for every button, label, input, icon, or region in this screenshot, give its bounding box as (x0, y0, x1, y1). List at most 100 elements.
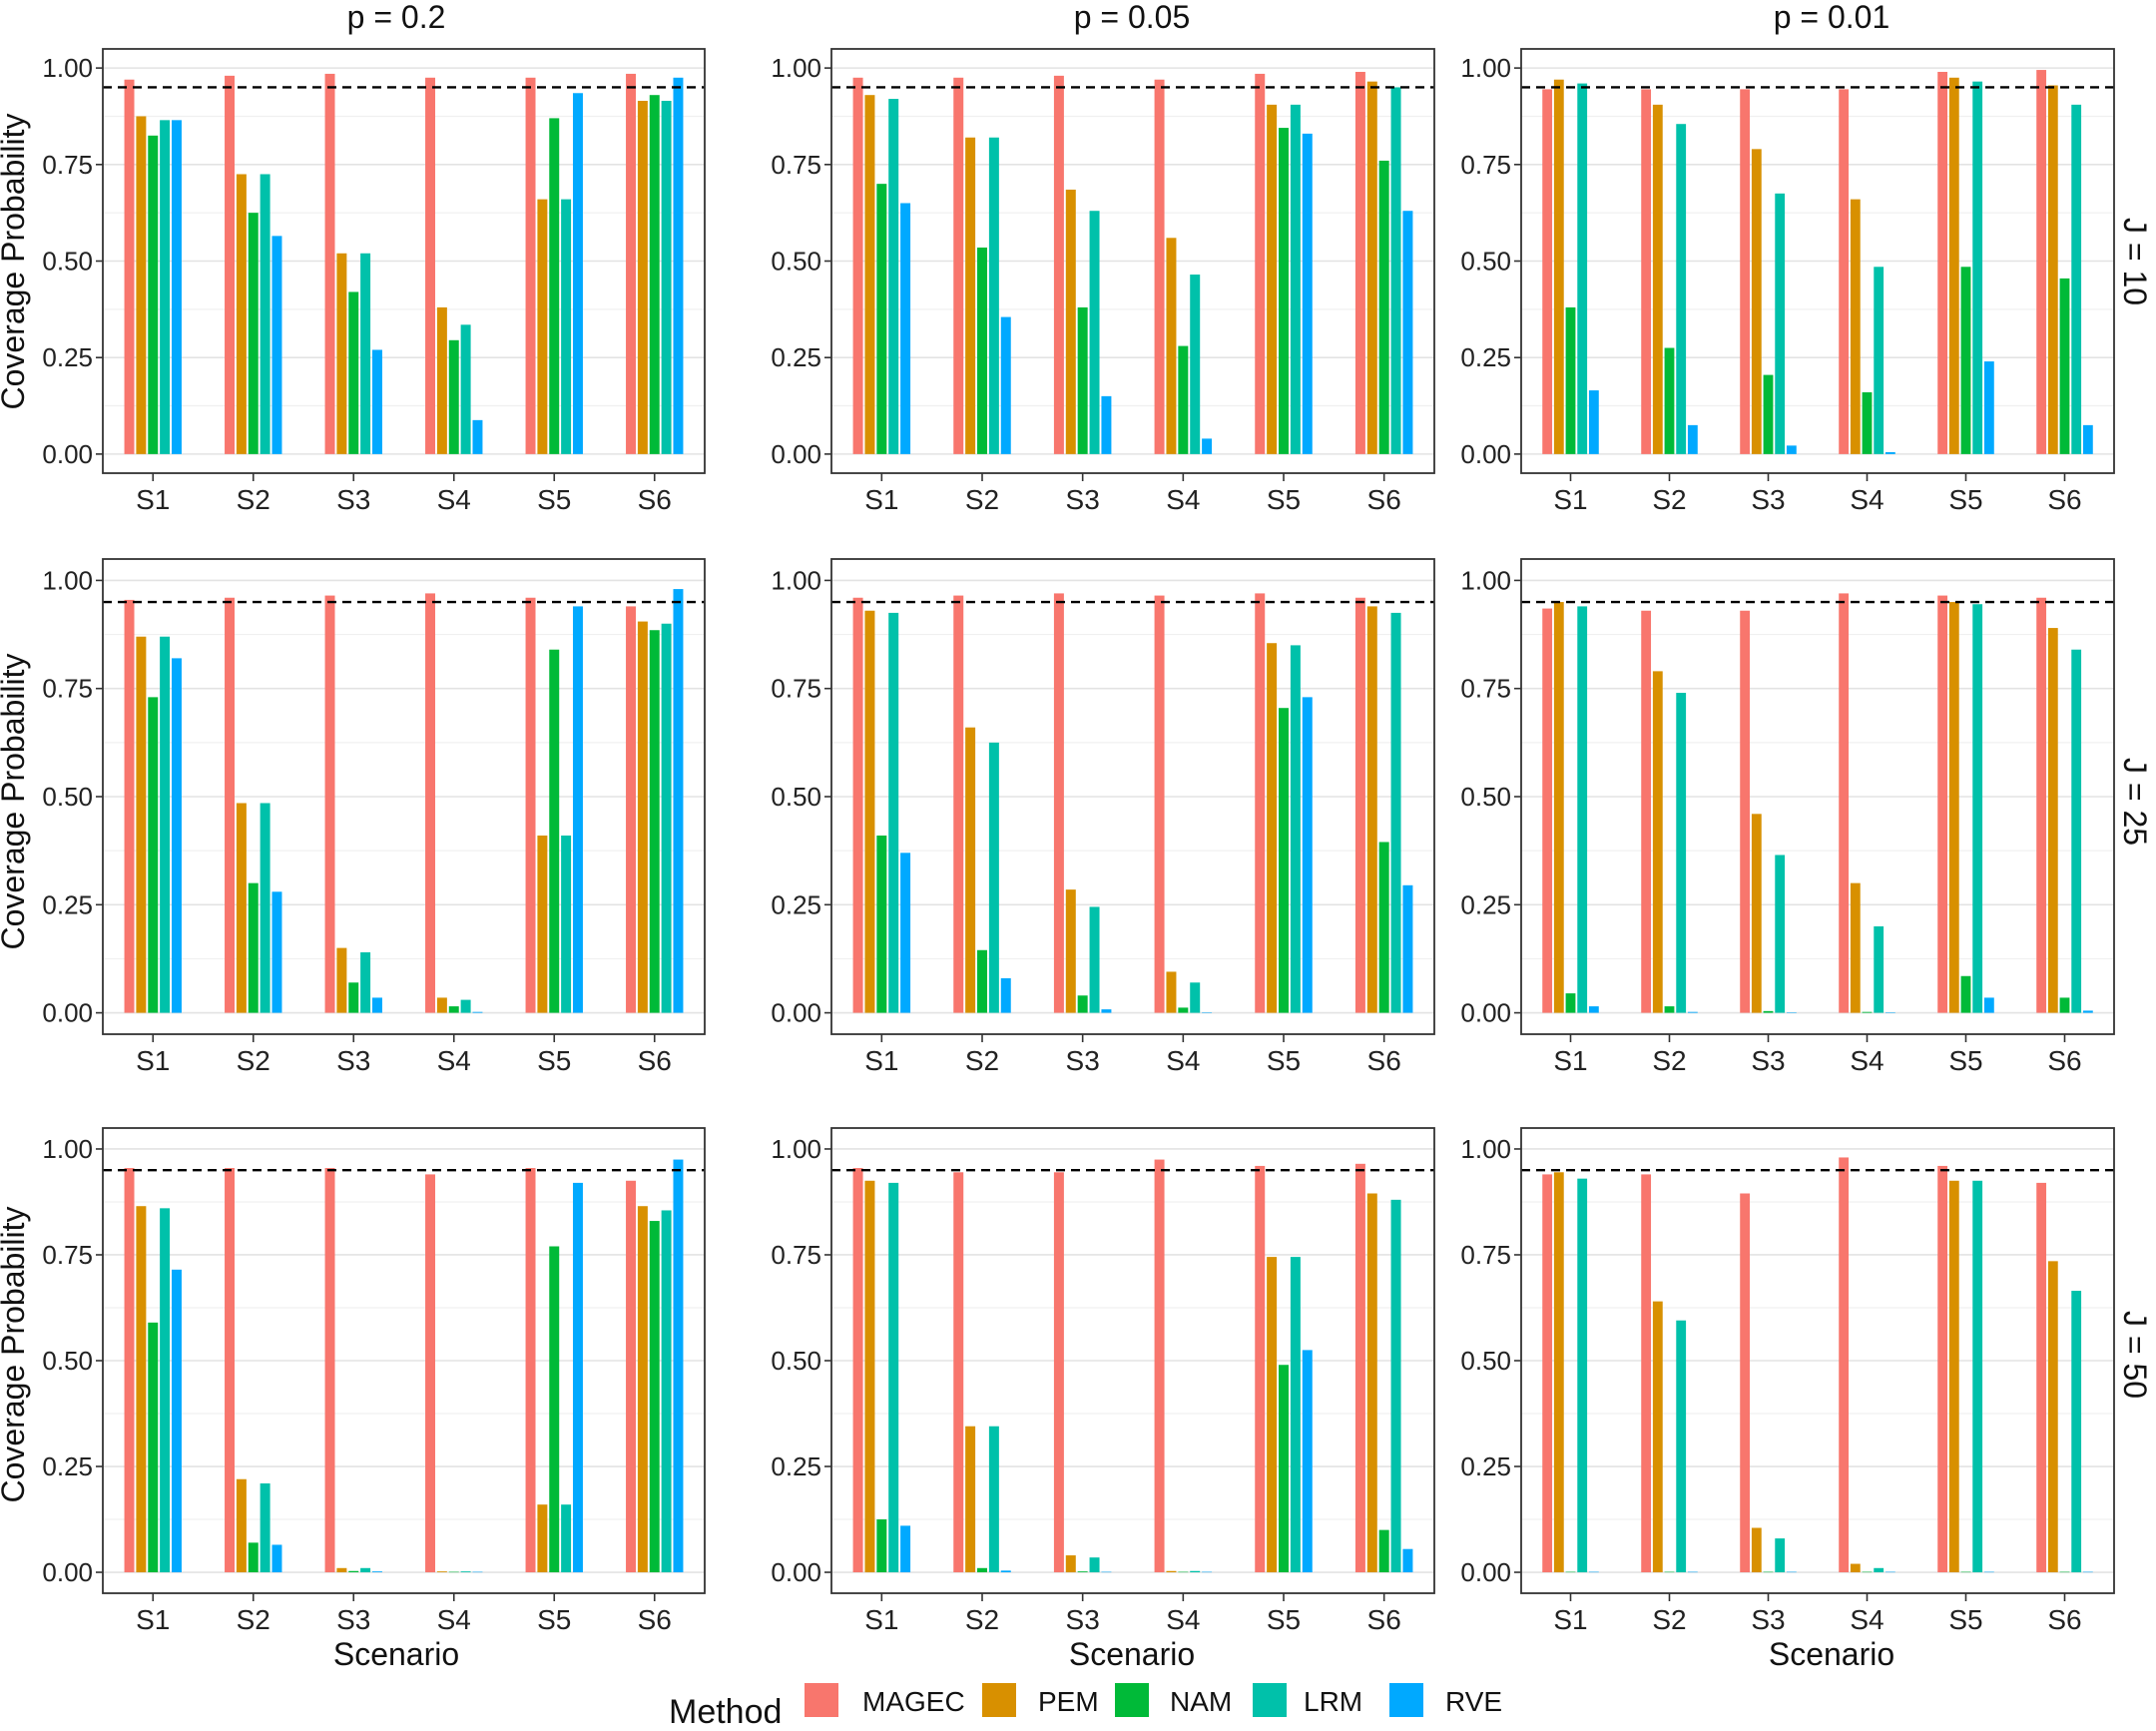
bar-r1c2-S2-NAM (1664, 1006, 1675, 1013)
bar-r1c0-S1-LRM (160, 636, 171, 1013)
bar-r0c2-S4-NAM (1862, 391, 1873, 454)
bar-r1c2-S6-NAM (2059, 997, 2070, 1013)
bar-r0c1-S3-PEM (1065, 189, 1076, 454)
bar-r1c2-S4-MAGEC (1839, 593, 1850, 1013)
bar-r2c2-S3-PEM (1751, 1527, 1762, 1573)
legend-item-0: MAGEC (805, 1683, 965, 1717)
bar-r0c1-S2-PEM (965, 137, 976, 454)
legend-swatch-3 (1253, 1683, 1287, 1717)
row-strip-label-1: J = 25 (2117, 758, 2153, 846)
bar-r2c0-S3-MAGEC (324, 1168, 335, 1573)
bar-r1c2-S3-NAM (1763, 1010, 1774, 1013)
bar-r2c2-S5-PEM (1948, 1180, 1959, 1573)
y-axis-title-2: Coverage Probability (0, 1206, 31, 1502)
bar-r0c0-S1-LRM (160, 120, 171, 454)
y-tick-label-r0c1-0: 0.00 (771, 439, 821, 469)
bar-r2c0-S4-RVE (472, 1571, 483, 1573)
panel-border-r0c2 (1520, 48, 2115, 474)
bar-r1c1-S2-MAGEC (953, 595, 964, 1013)
bar-r1c2-S2-MAGEC (1641, 610, 1652, 1013)
x-tick-label-r2c0-1: S2 (237, 1604, 270, 1635)
x-tick-label-r1c2-3: S4 (1850, 1045, 1884, 1076)
panel-border-r1c1 (830, 558, 1435, 1035)
y-tick-label-r1c2-4: 1.00 (1460, 565, 1511, 595)
x-tick-label-r2c0-3: S4 (437, 1604, 471, 1635)
bar-r0c1-S4-RVE (1202, 438, 1213, 454)
bar-r2c2-S4-LRM (1874, 1567, 1885, 1573)
legend-item-4: RVE (1389, 1683, 1502, 1717)
bar-r1c2-S1-LRM (1577, 606, 1588, 1013)
legend-swatch-2 (1115, 1683, 1149, 1717)
bar-r1c1-S4-LRM (1190, 982, 1201, 1013)
bar-r0c1-S1-MAGEC (852, 77, 863, 454)
bar-r1c1-S5-MAGEC (1255, 593, 1266, 1013)
bar-r1c0-S3-RVE (371, 997, 382, 1013)
legend-item-3: LRM (1253, 1683, 1362, 1717)
bar-r0c0-S6-LRM (661, 100, 672, 454)
column-strip-label-2: p = 0.01 (1774, 0, 1890, 35)
bar-r0c0-S6-NAM (649, 95, 660, 454)
bar-r0c2-S2-NAM (1664, 347, 1675, 454)
bar-r1c2-S1-PEM (1553, 602, 1564, 1013)
bar-r0c0-S6-RVE (673, 77, 684, 454)
bar-r1c0-S3-PEM (336, 947, 347, 1013)
bar-r1c1-S3-NAM (1077, 995, 1088, 1013)
bar-r0c1-S5-PEM (1267, 104, 1278, 454)
x-tick-label-r0c0-1: S2 (237, 484, 270, 515)
panels-layer: 0.00 0.25 0.50 0.75 1.00 S1 S2 S3 S4 S5 S6 0.00 0.25… (42, 48, 2115, 1635)
bar-r2c1-S2-LRM (988, 1426, 999, 1573)
y-tick-label-r2c2-0: 0.00 (1460, 1557, 1511, 1587)
bar-r1c2-S3-PEM (1751, 814, 1762, 1013)
bar-r1c0-S5-RVE (572, 606, 583, 1013)
panel-r1c0: 0.00 0.25 0.50 0.75 1.00 S1 S2 S3 S4 S5 S6 (42, 558, 706, 1076)
panel-border-r2c2 (1520, 1127, 2115, 1594)
x-tick-label-r1c1-1: S2 (965, 1045, 999, 1076)
bar-r2c2-S4-PEM (1850, 1563, 1861, 1573)
y-tick-label-r1c0-0: 0.00 (42, 998, 93, 1028)
x-tick-label-r1c1-3: S4 (1166, 1045, 1200, 1076)
y-tick-label-r2c1-0: 0.00 (771, 1557, 821, 1587)
bar-r2c0-S2-LRM (260, 1482, 270, 1573)
bar-r1c0-S1-NAM (148, 697, 159, 1013)
y-tick-label-r1c1-0: 0.00 (771, 998, 821, 1028)
bar-r1c0-S4-NAM (448, 1006, 459, 1013)
bar-r0c2-S6-RVE (2082, 424, 2093, 454)
y-tick-label-r1c0-2: 0.50 (42, 782, 93, 812)
x-tick-label-r2c2-5: S6 (2047, 1604, 2081, 1635)
y-tick-label-r2c2-2: 0.50 (1460, 1346, 1511, 1376)
x-tick-label-r0c1-3: S4 (1166, 484, 1200, 515)
bar-r1c1-S1-LRM (888, 612, 899, 1013)
x-tick-label-r2c1-4: S5 (1267, 1604, 1301, 1635)
bar-r2c1-S4-PEM (1166, 1570, 1177, 1573)
bar-r2c1-S5-PEM (1267, 1257, 1278, 1573)
bar-r0c1-S6-LRM (1390, 87, 1401, 454)
y-axis-title-0: Coverage Probability (0, 113, 31, 409)
x-tick-label-r0c2-2: S3 (1751, 484, 1785, 515)
bar-r1c1-S1-RVE (900, 853, 911, 1013)
y-tick-label-r1c2-3: 0.75 (1460, 674, 1511, 704)
bar-r0c2-S4-MAGEC (1839, 89, 1850, 454)
bar-r0c2-S2-MAGEC (1641, 89, 1652, 454)
x-tick-label-r2c1-1: S2 (965, 1604, 999, 1635)
row-strip-label-2: J = 50 (2117, 1311, 2153, 1399)
bar-r0c2-S4-PEM (1850, 199, 1861, 454)
panel-border-r1c2 (1520, 558, 2115, 1035)
bar-r0c1-S2-MAGEC (953, 77, 964, 454)
column-strip-label-1: p = 0.05 (1074, 0, 1191, 35)
y-tick-label-r1c1-2: 0.50 (771, 782, 821, 812)
bar-r0c1-S2-LRM (988, 137, 999, 454)
bar-r0c2-S2-RVE (1687, 424, 1698, 454)
bar-r2c0-S1-RVE (171, 1269, 182, 1573)
bar-r1c0-S5-MAGEC (525, 597, 536, 1013)
bar-r0c1-S3-NAM (1077, 306, 1088, 454)
bar-r0c2-S4-RVE (1885, 451, 1895, 454)
legend-swatch-0 (805, 1683, 838, 1717)
bar-r2c0-S5-PEM (537, 1504, 548, 1573)
bar-r2c0-S6-LRM (661, 1210, 672, 1573)
bar-r1c2-S4-LRM (1874, 925, 1885, 1013)
bar-r0c2-S3-RVE (1786, 445, 1797, 454)
bar-r2c0-S2-NAM (248, 1542, 259, 1573)
bar-r2c0-S6-MAGEC (626, 1180, 637, 1573)
bar-r2c0-S5-MAGEC (525, 1168, 536, 1573)
